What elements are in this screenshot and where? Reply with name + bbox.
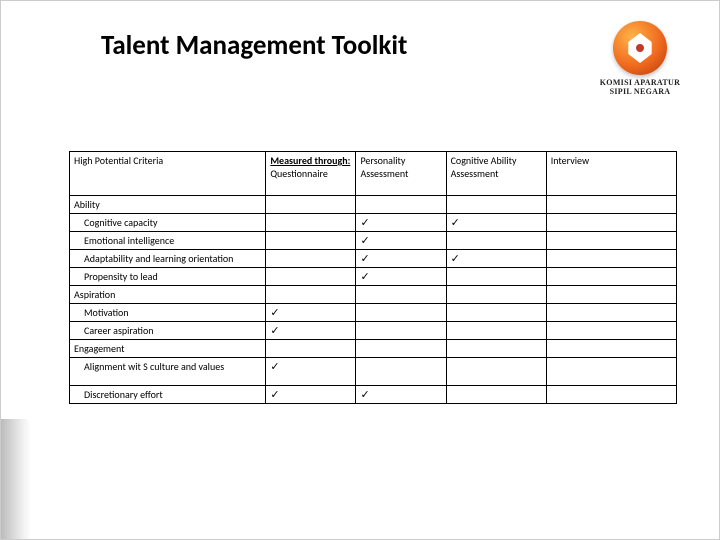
adapt-q: [266, 250, 356, 268]
emo-c: [446, 232, 546, 250]
engagement-label: Engagement: [70, 340, 266, 358]
ability-label: Ability: [70, 196, 266, 214]
criteria-table-wrap: High Potential Criteria Measured through…: [69, 151, 677, 404]
org-logo: KOMISI APARATUR SIPIL NEGARA: [595, 21, 685, 97]
section-aspiration: Aspiration: [70, 286, 677, 304]
career-q: ✓: [266, 322, 356, 340]
col-personality: Personality Assessment: [356, 152, 446, 196]
row-adapt: Adaptability and learning orientation ✓ …: [70, 250, 677, 268]
row-disc: Discretionary effort ✓ ✓: [70, 386, 677, 404]
lead-i: [546, 268, 676, 286]
logo-text-line2: SIPIL NEGARA: [595, 88, 685, 97]
row-lead: Propensity to lead ✓: [70, 268, 677, 286]
disc-label: Discretionary effort: [70, 386, 266, 404]
row-emo: Emotional intelligence ✓: [70, 232, 677, 250]
questionnaire-label: Questionnaire: [270, 167, 328, 180]
logo-dot: [636, 44, 644, 52]
row-cogcap: Cognitive capacity ✓ ✓: [70, 214, 677, 232]
aspiration-label: Aspiration: [70, 286, 266, 304]
align-q: ✓: [266, 358, 356, 386]
align-i: [546, 358, 676, 386]
lead-label: Propensity to lead: [70, 268, 266, 286]
emo-i: [546, 232, 676, 250]
logo-emblem: [613, 21, 667, 75]
motiv-i: [546, 304, 676, 322]
align-label: Alignment wit S culture and values: [70, 358, 266, 386]
emo-p: ✓: [356, 232, 446, 250]
col-criteria: High Potential Criteria: [70, 152, 266, 196]
career-label: Career aspiration: [70, 322, 266, 340]
emo-q: [266, 232, 356, 250]
career-p: [356, 322, 446, 340]
section-ability: Ability: [70, 196, 677, 214]
adapt-c: ✓: [446, 250, 546, 268]
row-career: Career aspiration ✓: [70, 322, 677, 340]
slide: Talent Management Toolkit KOMISI APARATU…: [0, 0, 720, 540]
motiv-q: ✓: [266, 304, 356, 322]
adapt-label: Adaptability and learning orientation: [70, 250, 266, 268]
spiral-binding: [1, 419, 31, 539]
align-c: [446, 358, 546, 386]
col-interview: Interview: [546, 152, 676, 196]
disc-q: ✓: [266, 386, 356, 404]
logo-shield: [627, 33, 653, 63]
adapt-p: ✓: [356, 250, 446, 268]
cogcap-c: ✓: [446, 214, 546, 232]
motiv-c: [446, 304, 546, 322]
row-align: Alignment wit S culture and values ✓: [70, 358, 677, 386]
career-i: [546, 322, 676, 340]
motiv-label: Motivation: [70, 304, 266, 322]
disc-p: ✓: [356, 386, 446, 404]
lead-p: ✓: [356, 268, 446, 286]
measured-label: Measured through:: [270, 154, 350, 167]
disc-c: [446, 386, 546, 404]
table-header-row: High Potential Criteria Measured through…: [70, 152, 677, 196]
col-cognitive: Cognitive Ability Assessment: [446, 152, 546, 196]
page-title: Talent Management Toolkit: [101, 29, 407, 62]
lead-c: [446, 268, 546, 286]
career-c: [446, 322, 546, 340]
motiv-p: [356, 304, 446, 322]
col-questionnaire: Measured through: Questionnaire: [266, 152, 356, 196]
cogcap-q: [266, 214, 356, 232]
row-motiv: Motivation ✓: [70, 304, 677, 322]
lead-q: [266, 268, 356, 286]
criteria-table: High Potential Criteria Measured through…: [69, 151, 677, 404]
section-engagement: Engagement: [70, 340, 677, 358]
emo-label: Emotional intelligence: [70, 232, 266, 250]
adapt-i: [546, 250, 676, 268]
cogcap-p: ✓: [356, 214, 446, 232]
align-p: [356, 358, 446, 386]
disc-i: [546, 386, 676, 404]
cogcap-i: [546, 214, 676, 232]
cogcap-label: Cognitive capacity: [70, 214, 266, 232]
